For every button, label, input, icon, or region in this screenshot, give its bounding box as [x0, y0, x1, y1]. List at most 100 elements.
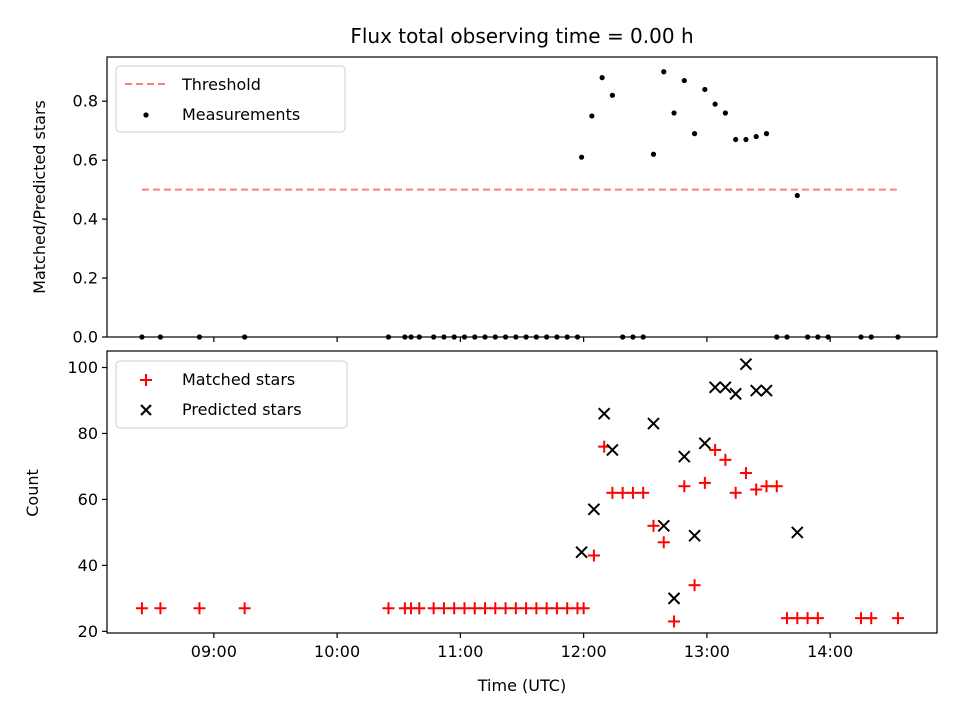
matched-star-point — [413, 602, 426, 615]
measurement-point — [502, 334, 509, 340]
predicted-star-point — [719, 381, 732, 394]
predicted-star-point — [678, 450, 691, 463]
matched-star-point — [499, 602, 512, 615]
measurement-point — [722, 110, 728, 116]
matched-star-point — [647, 519, 660, 532]
x-tick-label: 09:00 — [191, 642, 237, 661]
predicted-star-point — [791, 526, 804, 539]
measurement-point — [712, 101, 718, 107]
predicted-star-point — [729, 387, 742, 401]
x-axis-label: Time (UTC) — [477, 676, 566, 695]
matched-star-point — [540, 602, 553, 615]
top-legend-box — [115, 65, 346, 133]
measurement-point — [733, 136, 739, 143]
measurement-point — [763, 131, 770, 137]
measurement-point — [441, 334, 447, 340]
top-y-tick-label: 0.6 — [73, 151, 98, 170]
x-tick-label: 11:00 — [437, 642, 483, 661]
measurement-point — [661, 69, 667, 75]
predicted-star-point — [698, 437, 712, 450]
predicted-star-point — [587, 503, 601, 516]
matched-star-point — [760, 480, 773, 493]
measurement-point — [743, 136, 749, 143]
measurement-point — [671, 110, 677, 116]
measurement-point — [784, 334, 790, 340]
matched-star-point — [709, 443, 722, 456]
matched-star-point — [427, 602, 440, 615]
measurement-point — [544, 334, 550, 340]
measurement-point — [589, 113, 595, 119]
matched-star-point — [238, 602, 251, 615]
measurement-point — [609, 92, 615, 98]
matched-star-point — [750, 483, 763, 496]
chart-title: Flux total observing time = 0.00 h — [350, 24, 693, 48]
measurement-point — [868, 334, 874, 340]
predicted-star-point — [657, 519, 670, 533]
x-tick-label: 10:00 — [314, 642, 360, 661]
measurement-point — [431, 334, 437, 340]
predicted-star-point — [708, 381, 722, 394]
bottom-y-tick-label: 100 — [67, 358, 98, 377]
matched-star-point — [489, 602, 502, 615]
top-y-tick-label: 0.2 — [73, 269, 98, 288]
matched-star-point — [520, 602, 533, 615]
measurement-point — [402, 334, 408, 340]
bottom-panel: 20 40 60 80 100 09:00 10:00 11:00 12:00 13:00 14:… — [23, 350, 938, 695]
legend-threshold-label: Threshold — [181, 75, 261, 94]
matched-stars-series — [135, 440, 904, 628]
matched-star-point — [606, 486, 619, 499]
matched-star-point — [577, 602, 590, 615]
measurement-point — [554, 334, 560, 340]
matched-star-point — [739, 467, 752, 480]
matched-star-point — [509, 602, 522, 615]
measurement-point — [564, 334, 570, 340]
measurement-point — [578, 154, 585, 160]
predicted-star-point — [760, 384, 773, 397]
matched-star-point — [154, 602, 167, 615]
top-panel: 0.00.20.40.60.8 Matched/Predicted stars … — [30, 56, 938, 347]
legend-matched-label: Matched stars — [182, 370, 295, 389]
matched-star-point — [698, 476, 711, 489]
legend-predicted-swatch — [140, 404, 152, 416]
matched-star-point — [626, 486, 639, 499]
matched-star-point — [688, 579, 701, 592]
top-y-tick-label: 0.8 — [73, 92, 98, 111]
bottom-y-tick-label: 60 — [78, 490, 98, 509]
matched-star-point — [678, 480, 691, 493]
measurement-point — [815, 334, 821, 340]
top-y-axis: 0.0 0.2 0.4 0.6 0.8 — [73, 92, 107, 347]
matched-star-point — [587, 549, 600, 562]
x-tick-label: 12:00 — [561, 642, 607, 661]
top-y-tick-label: 0.0 — [73, 328, 98, 347]
top-legend: Threshold Measurements — [115, 65, 346, 133]
matched-star-point — [135, 602, 148, 615]
measurement-point — [139, 334, 145, 340]
measurement-point — [492, 334, 498, 340]
matched-star-point — [811, 612, 824, 625]
measurement-point — [650, 151, 657, 157]
x-tick-label: 14:00 — [807, 642, 853, 661]
measurement-point — [599, 75, 605, 81]
bottom-y-tick-label: 80 — [78, 424, 98, 443]
bottom-plot-area — [106, 350, 938, 634]
measurement-point — [630, 334, 636, 340]
legend-predicted-label: Predicted stars — [182, 400, 302, 419]
legend-measurements-swatch — [143, 112, 149, 118]
x-tick-label: 13:00 — [684, 642, 730, 661]
bottom-legend: Matched stars Predicted stars — [115, 360, 348, 429]
matched-star-point — [550, 602, 563, 615]
measurement-point — [157, 334, 164, 340]
measurement-point — [482, 334, 488, 340]
matched-star-point — [448, 602, 461, 615]
measurement-point — [513, 334, 519, 340]
measurement-point — [408, 334, 414, 340]
matched-star-point — [668, 615, 681, 628]
measurement-point — [416, 334, 422, 340]
predicted-stars-series — [575, 357, 804, 605]
predicted-star-point — [606, 443, 619, 457]
predicted-star-point — [647, 417, 660, 430]
top-y-axis-label: Matched/Predicted stars — [30, 100, 49, 294]
predicted-star-point — [667, 592, 681, 605]
measurements-series — [139, 69, 901, 340]
